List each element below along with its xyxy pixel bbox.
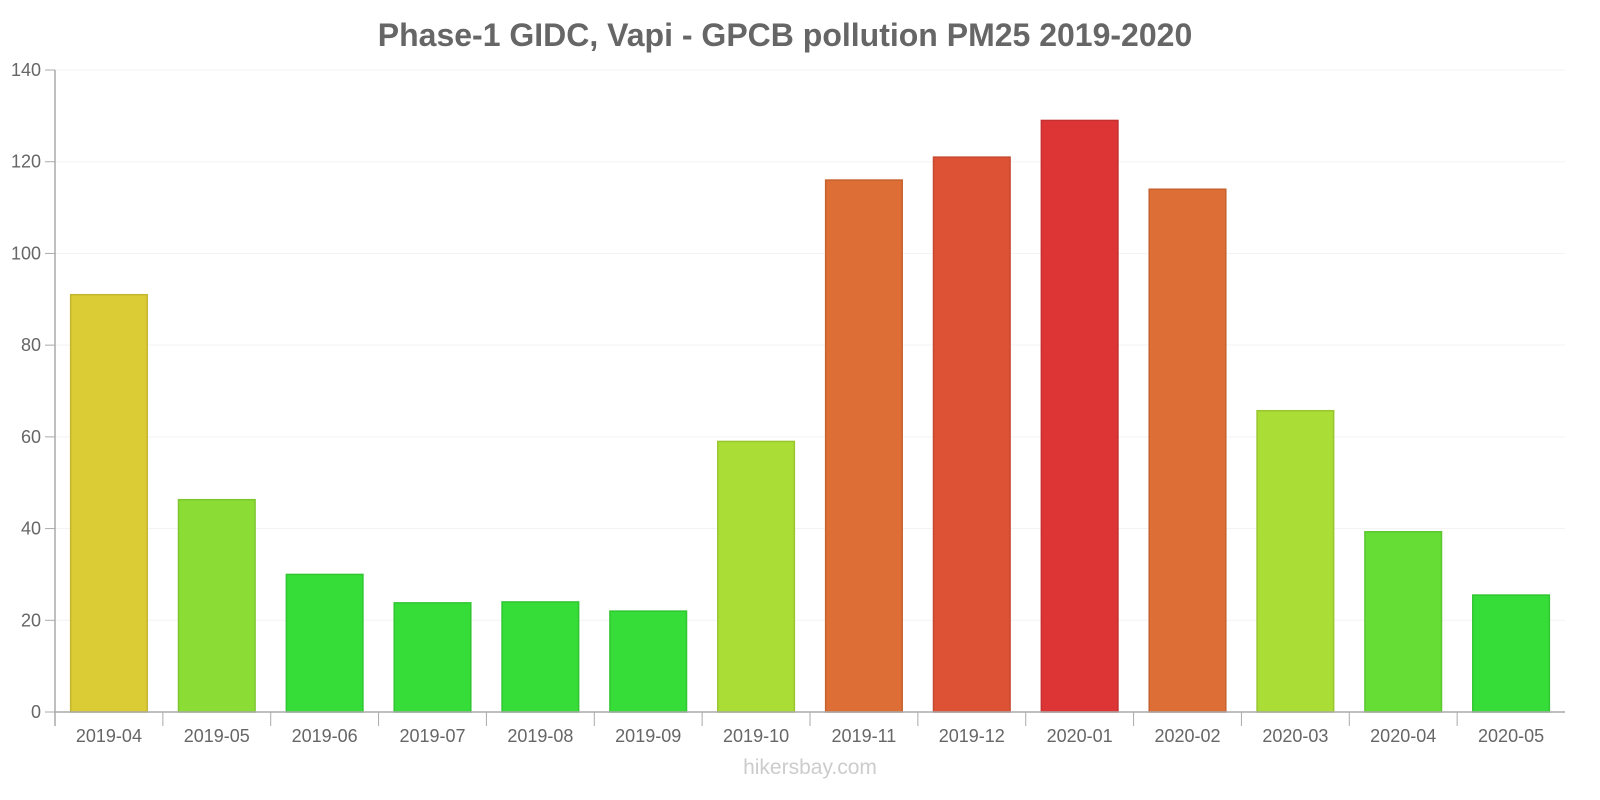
chart-title: Phase-1 GIDC, Vapi - GPCB pollution PM25… [378,17,1192,53]
bar-2019-11 [824,179,903,713]
axes [45,69,1565,726]
x-tick-label: 2019-05 [184,726,250,746]
y-tick-label: 140 [11,60,41,80]
x-tick-label: 2020-03 [1262,726,1328,746]
grid-lines [55,69,1565,621]
x-tick-label: 2019-09 [615,726,681,746]
x-tick-label: 2019-10 [723,726,789,746]
y-tick-label: 60 [21,427,41,447]
bar-2020-01 [1040,119,1119,713]
y-tick-label: 40 [21,519,41,539]
x-tick-label: 2019-06 [292,726,358,746]
bars [69,119,1551,713]
y-tick-label: 80 [21,335,41,355]
y-axis-tick-labels: 0 20 40 60 80 100 120 140 [11,60,41,722]
y-tick-label: 120 [11,152,41,172]
bar-2019-08 [501,601,580,713]
x-tick-label: 2020-02 [1154,726,1220,746]
bar-2020-04 [1364,531,1443,713]
x-tick-label: 2019-12 [939,726,1005,746]
bar-2019-04 [69,293,148,713]
x-tick-label: 2019-08 [507,726,573,746]
bar-2019-12 [932,156,1011,713]
x-tick-label: 2019-07 [399,726,465,746]
bar-2020-02 [1148,188,1227,713]
x-tick-label: 2019-04 [76,726,142,746]
bar-2019-05 [177,498,256,713]
y-tick-label: 20 [21,610,41,630]
x-axis-tick-labels: 2019-04 2019-05 2019-06 2019-07 2019-08 2019-… [76,726,1544,746]
bar-2019-09 [609,610,688,713]
x-tick-label: 2019-11 [832,726,897,746]
bar-2019-07 [393,602,472,713]
bar-2020-03 [1256,409,1335,713]
y-tick-label: 0 [31,702,41,722]
x-tick-label: 2020-05 [1478,726,1544,746]
x-tick-label: 2020-04 [1370,726,1436,746]
y-tick-label: 100 [11,243,41,263]
bar-2020-05 [1472,594,1551,713]
bar-2019-06 [285,573,364,713]
x-tick-label: 2020-01 [1047,726,1113,746]
watermark: hikersbay.com [743,756,877,779]
bar-2019-10 [717,440,796,713]
